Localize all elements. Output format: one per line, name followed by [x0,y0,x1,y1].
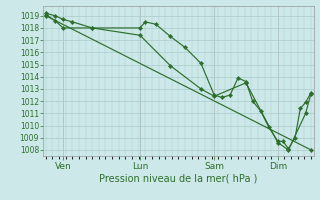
X-axis label: Pression niveau de la mer( hPa ): Pression niveau de la mer( hPa ) [99,173,258,183]
